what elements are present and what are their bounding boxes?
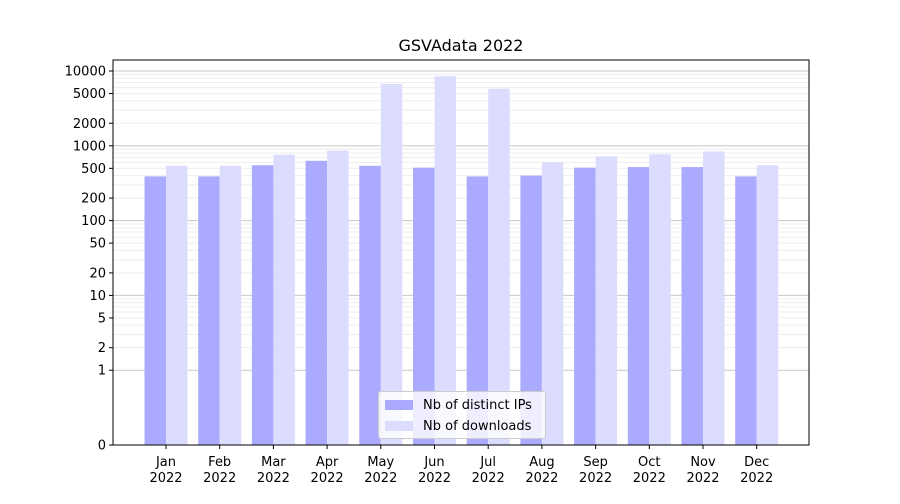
- y-axis: 0 1 2 5 10 20 50 100 200 500 1000 2000 5000 10000: [65, 65, 113, 454]
- bar-downloads: [219, 165, 242, 445]
- bar-downloads: [166, 165, 188, 445]
- bar-downloads: [273, 154, 295, 445]
- y-tick-label: 5000: [73, 87, 106, 102]
- chart-title: GSVAdata 2022: [399, 36, 524, 55]
- bar-distinct-ips: [627, 167, 650, 445]
- x-axis: Jan 2022 Feb 2022 Mar 2022 Apr 2022 May 2022 Jun 20…: [149, 445, 773, 486]
- y-tick-label: 20: [89, 266, 106, 281]
- x-tick-label: Mar 2022: [257, 455, 290, 486]
- bar-distinct-ips: [144, 176, 166, 445]
- y-tick-label: 200: [81, 192, 106, 207]
- bar-distinct-ips: [413, 167, 435, 445]
- legend-swatch-downloads: [385, 421, 413, 431]
- y-tick-label: 2000: [73, 117, 106, 132]
- bar-downloads: [327, 150, 349, 445]
- bar-downloads: [380, 84, 403, 445]
- y-tick-label: 50: [89, 237, 106, 252]
- bar-downloads: [488, 88, 510, 445]
- y-tick-label: 2: [98, 341, 106, 356]
- legend-item-downloads: Nb of downloads: [385, 416, 531, 436]
- bar-downloads: [541, 162, 564, 445]
- x-tick-label: Sep 2022: [579, 455, 612, 486]
- x-tick-label: Feb 2022: [203, 455, 236, 486]
- legend-label-ips: Nb of distinct IPs: [423, 397, 532, 413]
- legend-swatch-ips: [385, 400, 413, 410]
- bar-downloads: [649, 154, 671, 445]
- x-tick-label: Dec 2022: [740, 455, 773, 486]
- legend-label-downloads: Nb of downloads: [423, 418, 532, 434]
- x-tick-label: Oct 2022: [633, 455, 666, 486]
- legend-item-ips: Nb of distinct IPs: [385, 395, 532, 415]
- bar-distinct-ips: [520, 175, 542, 445]
- x-tick-label: Nov 2022: [686, 455, 719, 486]
- bar-downloads: [595, 156, 618, 445]
- bars: [144, 76, 779, 445]
- bar-distinct-ips: [359, 165, 381, 445]
- x-tick-label: Apr 2022: [311, 455, 344, 486]
- bar-downloads: [703, 151, 725, 445]
- bar-distinct-ips: [466, 176, 489, 445]
- bar-distinct-ips: [735, 176, 757, 445]
- y-tick-label: 1: [98, 364, 106, 379]
- plot-frame: [112, 59, 810, 446]
- y-tick-label: 0: [98, 439, 106, 454]
- legend: Nb of distinct IPs Nb of downloads: [378, 391, 546, 439]
- x-tick-label: May 2022: [364, 455, 397, 486]
- x-tick-label: Jul 2022: [472, 455, 505, 486]
- bar-distinct-ips: [198, 176, 220, 445]
- y-tick-label: 5: [98, 311, 106, 326]
- y-tick-label: 10000: [65, 65, 106, 80]
- bar-distinct-ips: [305, 160, 328, 445]
- x-tick-label: Aug 2022: [525, 455, 558, 486]
- y-tick-label: 1000: [73, 139, 106, 154]
- bar-downloads: [434, 76, 456, 445]
- bar-distinct-ips: [251, 165, 274, 445]
- x-tick-label: Jun 2022: [418, 455, 451, 486]
- bar-downloads: [756, 165, 779, 445]
- y-tick-label: 500: [81, 162, 106, 177]
- y-tick-label: 100: [81, 214, 106, 229]
- x-tick-label: Jan 2022: [149, 455, 182, 486]
- y-tick-label: 10: [89, 289, 106, 304]
- bar-distinct-ips: [574, 167, 596, 445]
- bar-distinct-ips: [681, 167, 703, 445]
